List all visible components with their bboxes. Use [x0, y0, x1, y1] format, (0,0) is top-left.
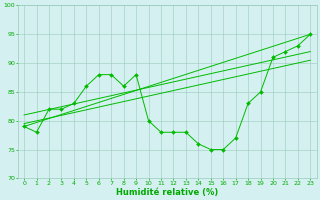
X-axis label: Humidité relative (%): Humidité relative (%): [116, 188, 218, 197]
